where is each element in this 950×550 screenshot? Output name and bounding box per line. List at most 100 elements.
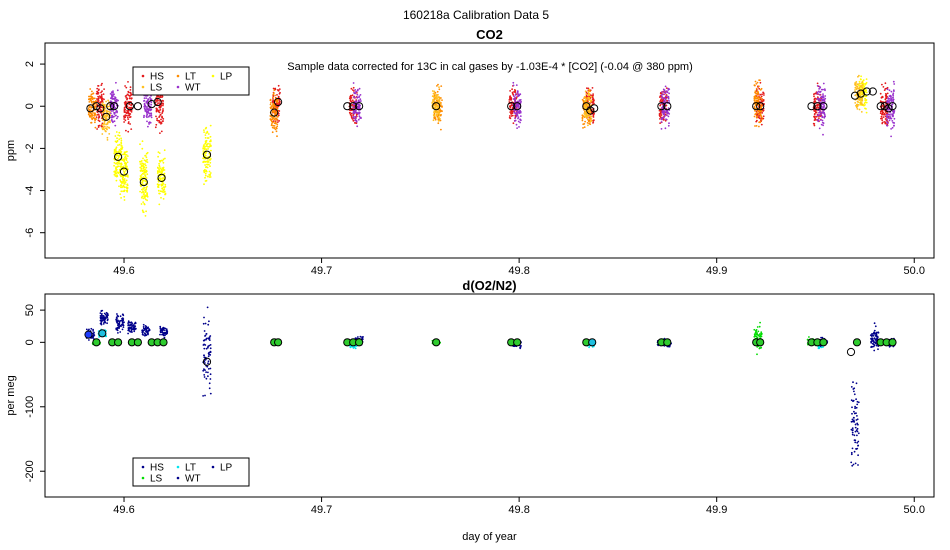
data-point [593, 99, 595, 101]
data-point [113, 149, 116, 152]
data-point [88, 98, 91, 100]
data-point [757, 110, 760, 112]
data-point [892, 93, 894, 96]
data-point [158, 102, 161, 104]
x-tick-label: 49.6 [113, 504, 134, 516]
data-point [441, 110, 443, 112]
data-point [359, 98, 362, 101]
data-point [139, 143, 141, 146]
data-point [120, 145, 123, 147]
data-point [885, 114, 888, 116]
data-point [864, 97, 866, 100]
mean-markers [86, 87, 897, 187]
data-point [851, 447, 854, 450]
data-point [870, 345, 873, 348]
legend-label: LS [150, 474, 163, 485]
data-point [820, 346, 823, 349]
data-point [352, 119, 355, 122]
data-point [112, 110, 114, 112]
data-point [818, 99, 820, 102]
data-point [209, 140, 211, 143]
data-point [116, 115, 119, 118]
data-point [116, 313, 118, 315]
data-point [755, 87, 758, 90]
data-point [126, 109, 128, 112]
data-point [814, 117, 817, 120]
data-point [123, 199, 126, 201]
data-point [515, 84, 518, 86]
data-point [353, 96, 356, 99]
data-point [105, 100, 107, 103]
data-point [755, 107, 757, 110]
data-point [858, 104, 860, 106]
data-point [432, 98, 435, 101]
data-point [154, 126, 157, 129]
data-point [433, 96, 435, 98]
data-point [103, 312, 106, 315]
legend-marker [211, 74, 215, 78]
data-point [207, 345, 210, 348]
data-point [757, 334, 760, 337]
data-point [204, 137, 207, 139]
data-point [203, 330, 206, 332]
data-point [146, 194, 148, 197]
data-point [163, 186, 166, 189]
data-point [118, 134, 121, 137]
data-point [589, 111, 591, 113]
data-point [857, 454, 859, 457]
data-point [274, 94, 276, 97]
data-point [519, 93, 522, 96]
data-point [104, 114, 107, 116]
data-point [754, 113, 757, 116]
data-point [161, 331, 164, 334]
data-point [130, 97, 133, 100]
mean-marker [98, 329, 107, 338]
series-lp [113, 75, 868, 217]
data-point [208, 339, 211, 341]
data-point [209, 124, 212, 127]
data-point [356, 96, 359, 99]
data-point [116, 329, 119, 332]
data-point [88, 101, 91, 103]
data-point [873, 332, 876, 334]
data-point [516, 105, 519, 108]
data-point [861, 99, 863, 102]
data-point [91, 90, 93, 93]
data-point [357, 88, 359, 91]
data-point [665, 87, 668, 89]
data-point [512, 84, 515, 87]
data-point [124, 114, 127, 117]
data-point [278, 99, 281, 101]
data-point [821, 116, 824, 119]
data-point [519, 101, 522, 104]
data-point [102, 315, 105, 317]
data-point [667, 96, 670, 99]
data-point [127, 176, 129, 178]
data-point [873, 341, 875, 344]
data-point [143, 159, 146, 162]
mean-marker [586, 106, 595, 115]
data-point [760, 104, 763, 106]
data-point [884, 82, 887, 85]
data-point [888, 89, 891, 92]
legend-label: LT [185, 72, 196, 83]
data-point [273, 89, 276, 92]
data-point [510, 96, 512, 99]
data-point [139, 166, 142, 169]
data-point [110, 112, 112, 115]
data-point [141, 170, 144, 172]
data-point [159, 109, 162, 111]
data-point [892, 100, 895, 102]
data-point [158, 152, 161, 155]
data-point [204, 362, 206, 364]
data-point [147, 333, 149, 336]
data-point [355, 99, 358, 101]
data-point [850, 386, 853, 388]
data-point [808, 336, 810, 338]
data-point [144, 215, 147, 217]
data-point [759, 79, 761, 82]
data-point [203, 339, 205, 342]
data-point [668, 122, 670, 125]
data-point [891, 98, 893, 101]
